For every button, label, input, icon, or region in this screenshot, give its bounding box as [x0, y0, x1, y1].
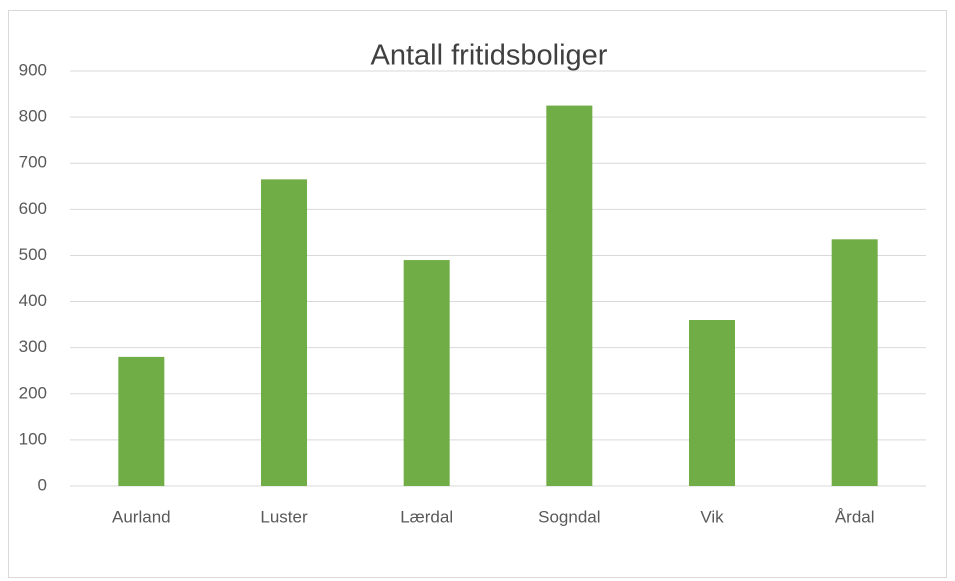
- x-tick-label: Aurland: [112, 507, 171, 526]
- bar: [689, 320, 735, 486]
- bar: [261, 179, 307, 486]
- x-tick-label: Luster: [260, 507, 308, 526]
- y-tick-label: 200: [19, 383, 47, 402]
- y-tick-label: 400: [19, 291, 47, 310]
- chart-frame: [8, 10, 947, 578]
- bar: [831, 239, 878, 486]
- x-tick-label: Vik: [700, 507, 724, 526]
- bar: [403, 260, 450, 486]
- y-tick-label: 300: [19, 337, 47, 356]
- x-tick-label: Lærdal: [400, 507, 453, 526]
- x-tick-label: Sogndal: [538, 507, 600, 526]
- chart-title: Antall fritidsboliger: [371, 40, 608, 72]
- y-tick-label: 500: [19, 245, 47, 264]
- bar: [118, 356, 165, 486]
- bar: [546, 105, 593, 486]
- y-tick-label: 100: [19, 429, 47, 448]
- x-tick-label: Årdal: [835, 507, 875, 526]
- y-tick-label: 0: [38, 475, 47, 494]
- y-tick-label: 700: [19, 153, 47, 172]
- y-tick-label: 800: [19, 107, 47, 126]
- y-tick-label: 900: [19, 60, 47, 79]
- y-tick-label: 600: [19, 199, 47, 218]
